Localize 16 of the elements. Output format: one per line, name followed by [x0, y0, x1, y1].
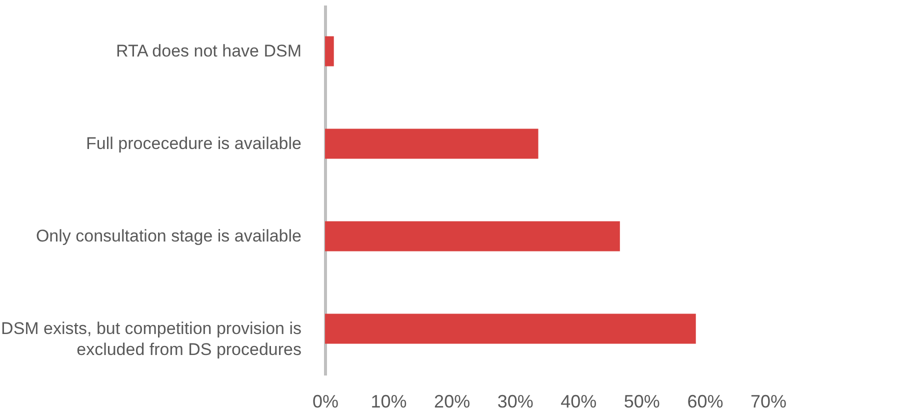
bar	[325, 128, 538, 159]
y-tick-label: DSM exists, but competition provision is excluded from DS procedures	[1, 318, 302, 359]
bar	[325, 314, 696, 344]
x-tick-label: 0%	[312, 392, 339, 412]
x-tick-label: 40%	[560, 392, 597, 412]
bar	[325, 221, 620, 252]
y-tick-label: Full procecedure is available	[86, 134, 302, 153]
y-tick-label: RTA does not have DSM	[116, 41, 302, 60]
x-tick-label: 50%	[624, 392, 660, 412]
x-tick-label: 30%	[497, 392, 534, 412]
x-tick-label: 20%	[434, 392, 470, 412]
x-tick-label: 60%	[687, 392, 724, 412]
x-tick-label: 10%	[370, 392, 407, 412]
y-tick-label: Only consultation stage is available	[36, 226, 302, 246]
bar	[325, 36, 334, 66]
x-tick-label: 70%	[750, 392, 787, 412]
